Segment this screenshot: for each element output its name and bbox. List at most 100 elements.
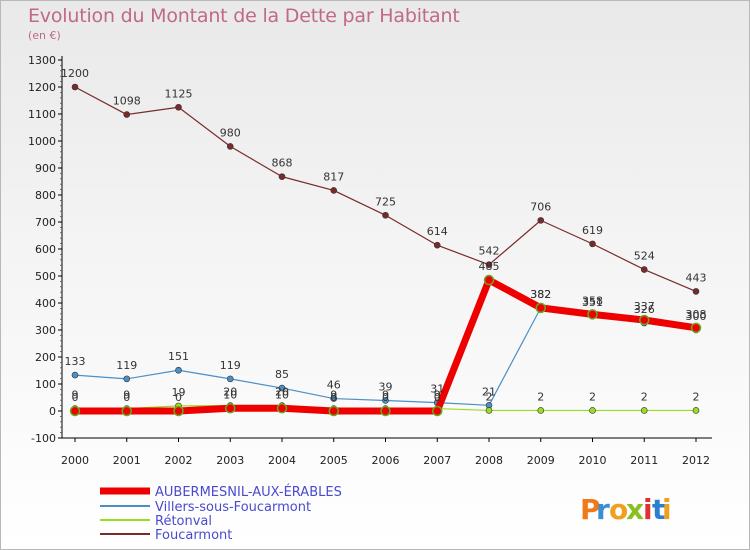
data-label: 300: [686, 310, 707, 323]
data-point: [485, 407, 493, 414]
data-point: [328, 405, 339, 417]
x-tick-label: 2001: [113, 454, 141, 467]
data-label: 817: [323, 170, 344, 183]
data-point: [278, 173, 286, 180]
data-point: [382, 211, 389, 219]
data-label: 614: [427, 225, 448, 238]
data-label: 542: [479, 245, 500, 258]
y-tick-label: 300: [35, 324, 56, 337]
data-label: 20: [223, 386, 237, 399]
data-point: [589, 240, 596, 248]
data-point: [71, 83, 79, 91]
data-point: [278, 384, 286, 392]
data-label: 2: [589, 390, 596, 403]
legend-label: Foucarmont: [155, 528, 232, 543]
data-label: 308: [686, 308, 707, 321]
data-point: [639, 314, 650, 326]
data-label: 9: [72, 389, 79, 402]
data-label: 9: [382, 389, 389, 402]
x-tick-label: 2011: [630, 454, 658, 467]
data-label: 119: [220, 359, 241, 372]
data-label: 1098: [113, 95, 141, 108]
data-label: 524: [634, 250, 655, 263]
data-label: 31: [430, 383, 444, 396]
x-tick-label: 2012: [682, 454, 710, 467]
y-tick-label: 1000: [28, 135, 56, 148]
data-point: [535, 302, 546, 314]
y-tick-label: -100: [31, 432, 56, 445]
chart-legend: AUBERMESNIL-AUX-ÉRABLESVillers-sous-Fouc…: [100, 484, 342, 543]
data-point: [589, 407, 596, 414]
data-label: 485: [479, 260, 500, 273]
data-label: 706: [530, 200, 551, 213]
data-point: [173, 405, 184, 417]
chart-subtitle: (en €): [28, 29, 61, 42]
legend-label: Rétonval: [155, 514, 212, 529]
data-point: [640, 407, 648, 414]
y-tick-label: 900: [35, 162, 56, 175]
data-label: 151: [168, 350, 189, 363]
x-tick-label: 2004: [268, 454, 296, 467]
data-label: 326: [634, 303, 655, 316]
data-point: [175, 366, 182, 374]
data-label: 1200: [61, 67, 89, 80]
y-tick-label: 100: [35, 378, 56, 391]
data-point: [587, 309, 598, 320]
x-tick-label: 2005: [320, 454, 348, 467]
data-label: 0: [330, 391, 337, 404]
data-point: [380, 405, 391, 417]
y-tick-label: 600: [35, 243, 56, 256]
data-label: 358: [582, 294, 603, 307]
data-label: 0: [434, 391, 441, 404]
data-label: 337: [634, 300, 655, 313]
data-point: [123, 111, 131, 118]
data-point: [71, 371, 79, 379]
data-point: [276, 403, 288, 414]
logo-letter: o: [609, 493, 628, 526]
data-point: [330, 395, 338, 402]
data-label: 725: [375, 195, 396, 208]
x-tick-label: 2006: [372, 454, 400, 467]
series-layer: [69, 83, 702, 417]
x-tick-label: 2009: [527, 454, 555, 467]
data-label: 9: [434, 389, 441, 402]
data-point: [690, 322, 702, 334]
data-point: [225, 403, 236, 414]
data-point: [175, 103, 182, 111]
data-label: 9: [123, 389, 130, 402]
data-label: 0: [123, 391, 130, 404]
data-labels-layer: 0 0 0 10 10 0 0 0 485 382 358 337 308 133 119 151 119 85 4…: [61, 67, 707, 404]
data-label: 619: [582, 224, 603, 237]
y-tick-label: 500: [35, 270, 56, 283]
data-point: [226, 375, 234, 383]
y-tick-label: 1300: [28, 54, 56, 67]
data-point: [69, 405, 81, 417]
logo-letter: t: [652, 493, 665, 526]
data-label: 0: [72, 391, 79, 404]
data-label: 21: [482, 385, 496, 398]
series-line-3: [74, 86, 697, 292]
logo-letter: r: [596, 493, 610, 526]
y-tick-label: 1100: [28, 108, 56, 121]
logo-letter: x: [626, 493, 644, 526]
x-tick-label: 2000: [61, 454, 89, 467]
data-label: 2: [486, 390, 493, 403]
x-tick-label: 2008: [475, 454, 503, 467]
chart-title: Evolution du Montant de la Dette par Hab…: [28, 5, 460, 27]
y-tick-label: 800: [35, 189, 56, 202]
x-tick-label: 2003: [216, 454, 244, 467]
data-label: 2: [641, 390, 648, 403]
y-tick-label: 700: [35, 216, 56, 229]
data-label: 0: [175, 391, 182, 404]
legend-label: Villers-sous-Foucarmont: [155, 500, 311, 515]
x-tick-label: 2002: [165, 454, 193, 467]
data-label: 351: [582, 296, 603, 309]
data-point: [123, 375, 131, 383]
data-label: 443: [686, 271, 707, 284]
y-tick-label: 200: [35, 351, 56, 364]
data-label: 1125: [165, 87, 193, 100]
data-label: 980: [220, 126, 241, 139]
data-label: 85: [275, 368, 289, 381]
data-label: 0: [382, 391, 389, 404]
